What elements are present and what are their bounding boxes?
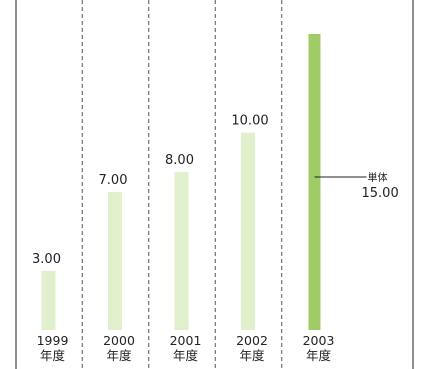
callout-value: 15.00	[362, 186, 399, 201]
chart-frame	[15, 0, 414, 369]
category-label-3: 2002 年度	[236, 333, 268, 363]
value-labels: 3.00 7.00 8.00 10.00	[32, 114, 269, 267]
category-label-4: 2003 年度	[303, 333, 335, 363]
value-label-2: 8.00	[165, 153, 194, 168]
category-separators	[81, 0, 283, 369]
callout-label: 単体	[368, 171, 388, 184]
bar-3	[241, 132, 255, 330]
category-label-0: 1999 年度	[37, 333, 69, 363]
category-labels: 1999 年度 2000 年度 2001 年度 2002 年度 2003 年度	[37, 333, 335, 363]
bar-4	[308, 34, 321, 330]
category-label-1: 2000 年度	[103, 333, 135, 363]
bar-series	[41, 34, 321, 330]
value-label-0: 3.00	[32, 252, 61, 267]
callout-annotation: 単体 15.00	[314, 171, 399, 201]
value-label-1: 7.00	[99, 173, 128, 188]
category-label-2: 2001 年度	[170, 333, 202, 363]
bar-2	[174, 172, 189, 330]
value-label-3: 10.00	[231, 114, 268, 129]
bar-0	[41, 270, 56, 330]
bar-1	[108, 191, 122, 330]
